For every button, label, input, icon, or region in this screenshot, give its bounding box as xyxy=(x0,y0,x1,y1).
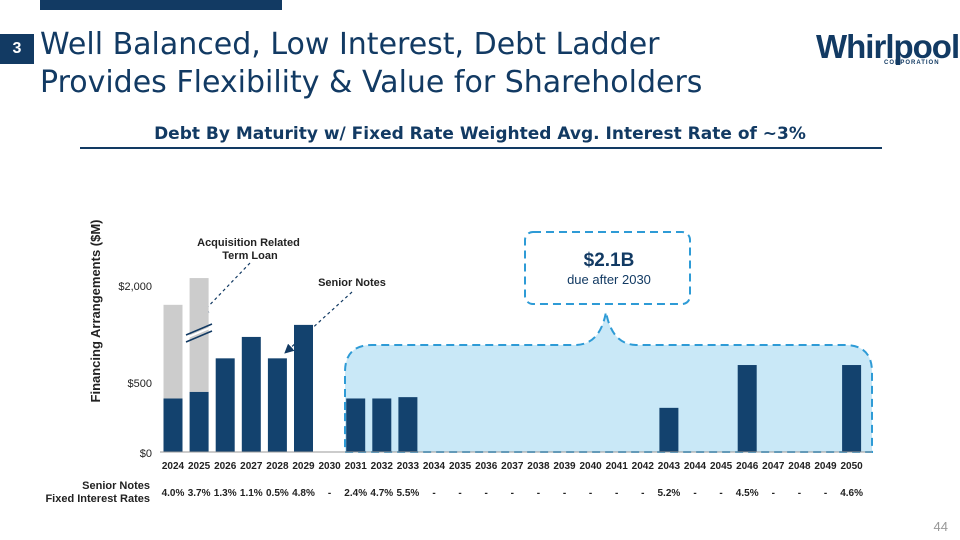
y-tick-500: $500 xyxy=(128,378,152,390)
bar-senior-notes-2033 xyxy=(398,397,418,452)
x-tick-2037: 2037 xyxy=(501,461,524,472)
x-tick-2038: 2038 xyxy=(527,461,550,472)
x-tick-2031: 2031 xyxy=(345,461,368,472)
bar-senior-notes-2025 xyxy=(189,391,209,452)
rate-2024: 4.0% xyxy=(162,488,185,499)
y-tick-0: $0 xyxy=(140,448,152,460)
y-tick-2000: $2,000 xyxy=(118,281,152,293)
rate-2048: - xyxy=(798,488,801,499)
x-tick-2046: 2046 xyxy=(736,461,759,472)
slide-number-badge: 3 xyxy=(0,34,34,64)
rate-2030: - xyxy=(328,488,331,499)
bar-senior-notes-2050 xyxy=(842,365,862,452)
rate-2039: - xyxy=(563,488,566,499)
x-tick-2043: 2043 xyxy=(658,461,681,472)
rate-2037: - xyxy=(511,488,514,499)
x-tick-2032: 2032 xyxy=(371,461,394,472)
rate-2049: - xyxy=(824,488,827,499)
rate-2031: 2.4% xyxy=(344,488,367,499)
x-tick-2027: 2027 xyxy=(240,461,263,472)
x-tick-2047: 2047 xyxy=(762,461,785,472)
axis-break-marks xyxy=(185,323,213,343)
x-tick-2041: 2041 xyxy=(606,461,629,472)
bar-senior-notes-2024 xyxy=(163,398,183,452)
rate-2044: - xyxy=(693,488,696,499)
rate-2043: 5.2% xyxy=(658,488,681,499)
x-tick-2042: 2042 xyxy=(632,461,655,472)
rate-2035: - xyxy=(458,488,461,499)
logo-corporation: CORPORATION xyxy=(884,60,940,66)
top-accent-bar xyxy=(40,0,282,10)
y-axis-label: Financing Arrangements ($M) xyxy=(88,220,103,403)
bar-senior-notes-2026 xyxy=(215,358,235,452)
x-tick-2030: 2030 xyxy=(318,461,341,472)
whirlpool-logo: Whirlpool CORPORATION xyxy=(816,28,960,70)
x-tick-2034: 2034 xyxy=(423,461,446,472)
slide-title: Well Balanced, Low Interest, Debt Ladder… xyxy=(40,27,703,100)
bar-senior-notes-2032 xyxy=(372,398,392,452)
bar-senior-notes-2028 xyxy=(267,358,287,452)
x-tick-2044: 2044 xyxy=(684,461,707,472)
rate-2047: - xyxy=(772,488,775,499)
bar-senior-notes-2029 xyxy=(294,324,313,452)
rate-2040: - xyxy=(589,488,592,499)
x-tick-2029: 2029 xyxy=(292,461,315,472)
senior-notes-annotation: Senior Notes xyxy=(318,277,386,289)
chart-subtitle: Debt By Maturity w/ Fixed Rate Weighted … xyxy=(154,124,806,144)
rate-2034: - xyxy=(432,488,435,499)
x-tick-2033: 2033 xyxy=(397,461,420,472)
x-tick-2025: 2025 xyxy=(188,461,211,472)
x-tick-2050: 2050 xyxy=(840,461,863,472)
bar-term-loan-2025 xyxy=(189,278,209,392)
x-tick-2048: 2048 xyxy=(788,461,811,472)
rate-2042: - xyxy=(641,488,644,499)
rate-2041: - xyxy=(615,488,618,499)
x-tick-2028: 2028 xyxy=(266,461,289,472)
callout-text: due after 2030 xyxy=(567,272,651,287)
callout-value: $2.1B xyxy=(584,250,635,271)
rate-2036: - xyxy=(485,488,488,499)
rate-2038: - xyxy=(537,488,540,499)
bar-term-loan-2024 xyxy=(163,304,183,399)
row-label-fixed-rates: Fixed Interest Rates xyxy=(45,493,150,505)
rate-2045: - xyxy=(719,488,722,499)
rate-2032: 4.7% xyxy=(370,488,393,499)
x-tick-2026: 2026 xyxy=(214,461,237,472)
bar-senior-notes-2043 xyxy=(659,407,679,452)
callout-box xyxy=(524,231,691,305)
rate-2026: 1.3% xyxy=(214,488,237,499)
rate-2027: 1.1% xyxy=(240,488,263,499)
bar-senior-notes-2027 xyxy=(241,336,261,452)
rate-2028: 0.5% xyxy=(266,488,289,499)
subtitle-divider xyxy=(80,147,882,149)
row-label-senior-notes: Senior Notes xyxy=(82,480,150,492)
bar-senior-notes-2046 xyxy=(737,365,757,452)
x-tick-2036: 2036 xyxy=(475,461,498,472)
term-loan-annotation: Acquisition Related Term Loan xyxy=(197,237,303,262)
rate-2050: 4.6% xyxy=(840,488,863,499)
x-tick-2035: 2035 xyxy=(449,461,472,472)
page-number: 44 xyxy=(933,519,948,534)
x-tick-2024: 2024 xyxy=(162,461,185,472)
bar-senior-notes-2031 xyxy=(346,398,366,452)
logo-wordmark: Whirlpool xyxy=(816,28,960,65)
x-tick-2040: 2040 xyxy=(579,461,602,472)
rate-2025: 3.7% xyxy=(188,488,211,499)
x-tick-2039: 2039 xyxy=(553,461,576,472)
callout-region xyxy=(344,311,873,453)
rate-2033: 5.5% xyxy=(397,488,420,499)
rate-2029: 4.8% xyxy=(292,488,315,499)
x-tick-2049: 2049 xyxy=(814,461,837,472)
rate-2046: 4.5% xyxy=(736,488,759,499)
x-tick-2045: 2045 xyxy=(710,461,733,472)
